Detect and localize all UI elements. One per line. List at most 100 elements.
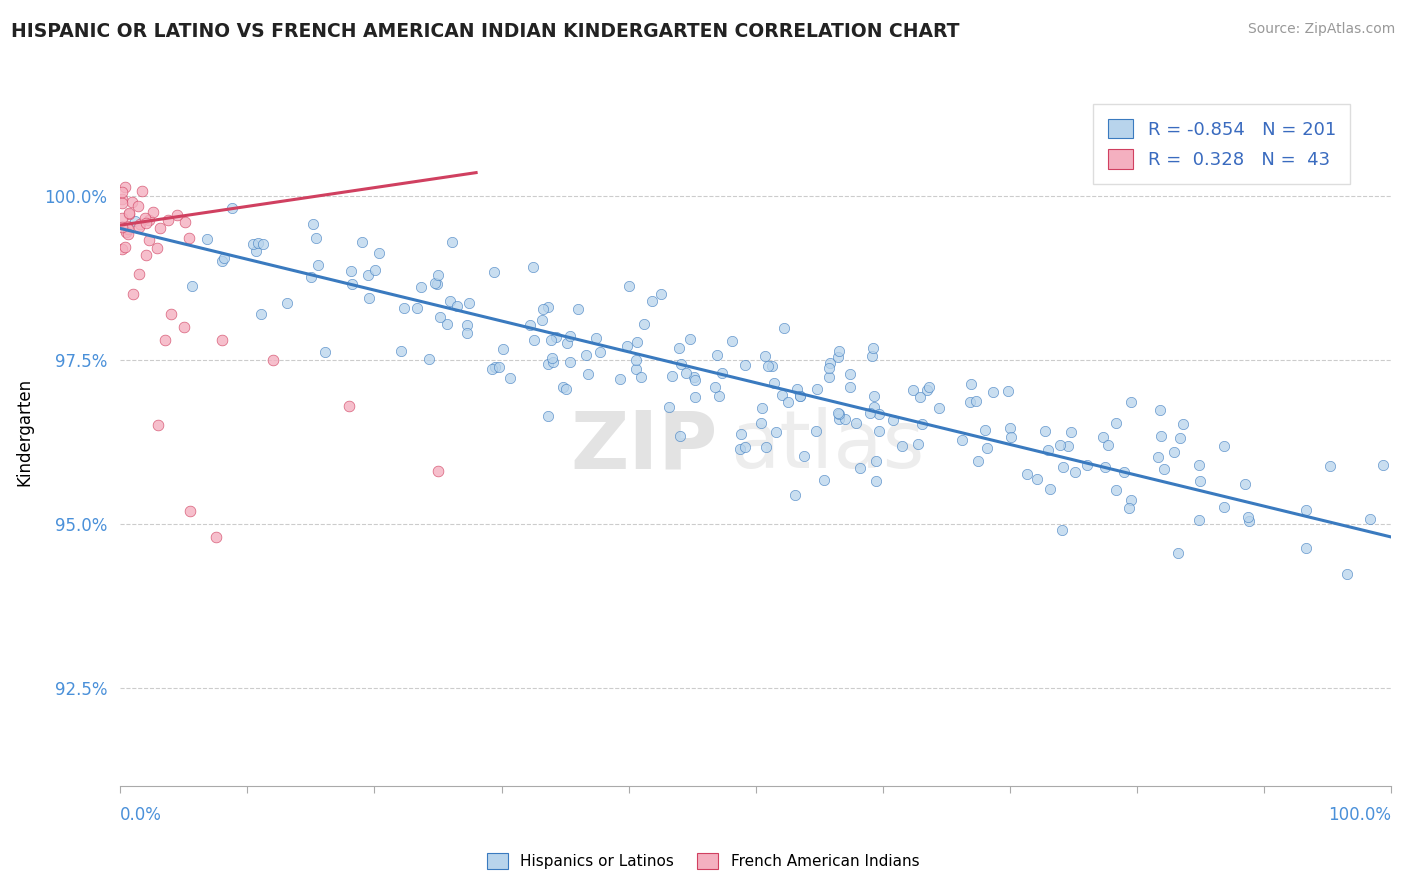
Point <box>1149 403 1171 417</box>
Point <box>1035 425 1057 439</box>
Point <box>609 372 631 386</box>
Point <box>778 395 800 409</box>
Point <box>772 388 794 402</box>
Point <box>1052 460 1074 475</box>
Point <box>1319 459 1341 474</box>
Point <box>418 351 440 366</box>
Point <box>406 301 429 315</box>
Point <box>1060 425 1083 439</box>
Point <box>891 439 914 453</box>
Point <box>160 307 183 321</box>
Point <box>1234 476 1257 491</box>
Point <box>536 300 558 314</box>
Point <box>1038 443 1060 458</box>
Point <box>252 237 274 252</box>
Point <box>1173 417 1195 431</box>
Point <box>650 287 672 301</box>
Point <box>765 425 787 439</box>
Point <box>118 206 141 220</box>
Point <box>180 279 202 293</box>
Point <box>439 293 461 308</box>
Point <box>758 359 780 373</box>
Point <box>683 390 706 404</box>
Point <box>789 389 811 403</box>
Point <box>633 317 655 331</box>
Point <box>1150 429 1173 443</box>
Point <box>669 357 692 371</box>
Point <box>340 264 363 278</box>
Point <box>488 360 510 375</box>
Point <box>221 201 243 215</box>
Point <box>630 369 652 384</box>
Point <box>1189 475 1212 489</box>
Point <box>828 407 851 421</box>
Point <box>429 310 451 325</box>
Point <box>793 449 815 463</box>
Point <box>212 251 235 265</box>
Point <box>828 344 851 359</box>
Text: HISPANIC OR LATINO VS FRENCH AMERICAN INDIAN KINDERGARTEN CORRELATION CHART: HISPANIC OR LATINO VS FRENCH AMERICAN IN… <box>11 22 960 41</box>
Point <box>827 406 849 420</box>
Point <box>707 389 730 403</box>
Point <box>481 361 503 376</box>
Point <box>626 334 648 349</box>
Point <box>156 213 179 227</box>
Point <box>142 205 165 219</box>
Point <box>704 380 727 394</box>
Point <box>915 383 938 397</box>
Point <box>204 530 226 544</box>
Point <box>761 359 783 373</box>
Point <box>1076 458 1098 472</box>
Point <box>849 461 872 475</box>
Point <box>302 217 325 231</box>
Point <box>117 227 139 242</box>
Point <box>865 475 887 489</box>
Point <box>685 373 707 387</box>
Point <box>918 380 941 394</box>
Point <box>785 488 807 502</box>
Point <box>706 348 728 362</box>
Point <box>981 385 1004 400</box>
Point <box>773 320 796 334</box>
Point <box>818 370 841 384</box>
Point <box>901 383 924 397</box>
Point <box>110 192 132 206</box>
Point <box>976 441 998 455</box>
Point <box>1237 514 1260 528</box>
Point <box>551 380 574 394</box>
Point <box>804 424 827 438</box>
Point <box>128 268 150 282</box>
Point <box>314 344 336 359</box>
Point <box>1187 513 1209 527</box>
Point <box>950 433 973 447</box>
Point <box>818 361 841 376</box>
Point <box>862 341 884 355</box>
Point <box>1064 465 1087 479</box>
Point <box>340 277 363 292</box>
Point <box>960 376 983 391</box>
Point <box>173 319 195 334</box>
Point <box>135 216 157 230</box>
Point <box>537 357 560 371</box>
Point <box>540 333 562 347</box>
Point <box>928 401 950 415</box>
Point <box>1168 431 1191 445</box>
Point <box>828 412 851 426</box>
Point <box>1015 467 1038 481</box>
Point <box>1049 438 1071 452</box>
Point <box>859 406 882 420</box>
Point <box>1025 471 1047 485</box>
Text: 100.0%: 100.0% <box>1329 806 1391 824</box>
Point <box>177 231 200 245</box>
Point <box>907 437 929 451</box>
Point <box>531 302 554 317</box>
Point <box>359 291 381 305</box>
Point <box>499 371 522 385</box>
Point <box>1146 450 1168 464</box>
Point <box>305 231 328 245</box>
Point <box>484 359 506 374</box>
Point <box>838 380 860 394</box>
Point <box>1091 430 1114 444</box>
Legend: Hispanics or Latinos, French American Indians: Hispanics or Latinos, French American In… <box>481 847 925 875</box>
Point <box>1038 482 1060 496</box>
